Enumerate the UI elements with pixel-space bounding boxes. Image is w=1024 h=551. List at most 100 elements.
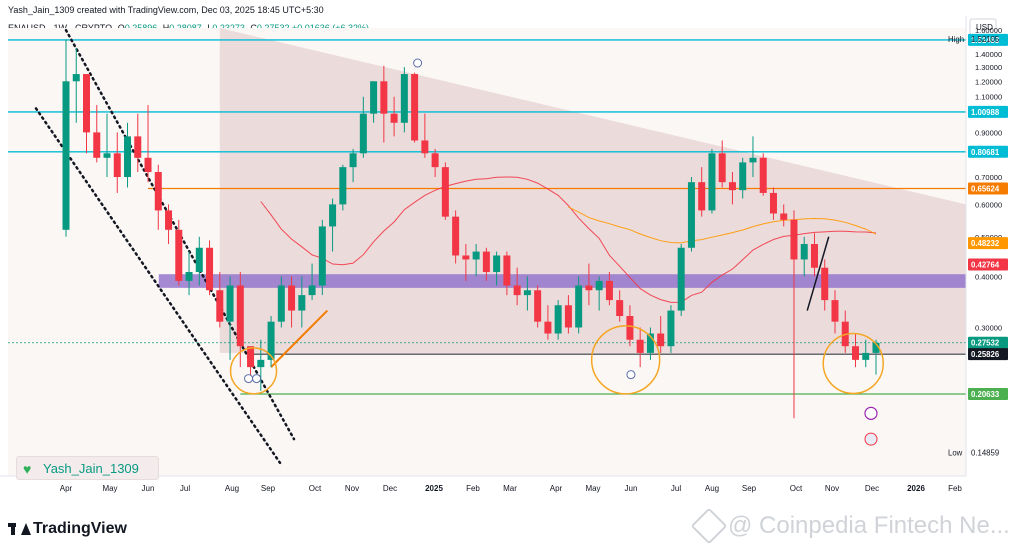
channel-upper-line (64, 28, 296, 441)
y-tick-label: 0.30000 (975, 323, 1002, 332)
level-price-tag (968, 387, 1008, 400)
candle-body (800, 244, 808, 260)
coinpedia-watermark: @ Coinpedia Fintech Ne... (690, 507, 1010, 545)
candle-body (718, 153, 726, 183)
candle-body (452, 216, 460, 256)
level-price-tag (968, 105, 1008, 118)
candle-body (206, 247, 214, 291)
candle-body (124, 136, 132, 178)
candle-body (698, 182, 706, 211)
y-tick-label: 0.90000 (975, 128, 1002, 137)
candle-body (605, 280, 613, 301)
author-tag: ♥ Yash_Jain_1309 (16, 456, 159, 480)
x-tick-label: Aug (705, 484, 719, 493)
footer: TradingView @ Coinpedia Fintech Ne... (0, 506, 1024, 551)
price-tag-value: 0.27532 (971, 339, 1000, 348)
price-tag-value: 0.42764 (971, 261, 1000, 270)
price-tag-box (968, 348, 1008, 361)
x-tick-label: Aug (225, 484, 239, 493)
ma-orange-line (568, 206, 877, 244)
price-tag-value: 1.52105 (971, 35, 1000, 44)
candle-body (780, 213, 788, 220)
candle-body (421, 140, 429, 154)
y-tick-label: 0.70000 (975, 173, 1002, 182)
candle-body (267, 321, 275, 360)
candle-body (441, 167, 449, 217)
candle-body (236, 285, 244, 347)
candle-body (390, 113, 398, 123)
candle-body (359, 113, 367, 154)
x-tick-label: Oct (790, 484, 803, 493)
price-tag-value: 0.14859 (971, 448, 999, 457)
x-tick-label: Mar (503, 484, 517, 493)
price-tag-box (968, 258, 1008, 271)
candle-body (216, 290, 224, 322)
candle-body (513, 285, 521, 296)
x-tick-label: 2026 (907, 484, 925, 493)
candle-body (831, 300, 839, 322)
x-tick-label: Sep (261, 484, 276, 493)
y-tick-label: 1.60000 (975, 26, 1002, 35)
candle-body (226, 285, 234, 322)
x-tick-label: Jul (180, 484, 190, 493)
candle-body (790, 219, 798, 260)
candle-body (185, 272, 193, 281)
candle-body (103, 153, 111, 158)
candle-body (872, 342, 880, 353)
watermark-icon (690, 507, 728, 545)
tradingview-logo-icon (8, 523, 31, 535)
chart-area[interactable]: USD 1.60000 1.40000 1.30000 1.20000 1.10000 0.… (0, 16, 1024, 506)
candle-body (257, 359, 265, 368)
support-highlight-circle (590, 325, 661, 395)
x-tick-label: Jun (625, 484, 638, 493)
candle-body (277, 285, 285, 322)
x-tick-label: Feb (948, 484, 962, 493)
x-tick-label: Dec (865, 484, 879, 493)
y-tick-label: 1.20000 (975, 77, 1002, 86)
candle-body (154, 172, 162, 211)
candle-body (175, 229, 183, 281)
candle-body (318, 226, 326, 286)
candle-body (523, 290, 531, 296)
candle-body (616, 300, 624, 317)
candle-body (575, 285, 583, 328)
y-tick-label: 0.40000 (975, 272, 1002, 281)
support-highlight-circle (822, 332, 884, 395)
candle-body (739, 162, 747, 191)
candle-body (370, 81, 378, 114)
event-icon (864, 406, 878, 420)
price-tag-value: 0.25826 (971, 350, 1000, 359)
candle-body (380, 81, 388, 114)
pullback-trendline (806, 236, 830, 311)
candle-body (646, 333, 654, 353)
tradingview-logo[interactable]: TradingView (8, 520, 127, 538)
candle-body (329, 204, 337, 227)
ma-red-line (260, 176, 877, 303)
level-price-tag (968, 145, 1008, 158)
candle-body (134, 136, 142, 158)
candle-body (288, 285, 296, 311)
candle-body (93, 132, 101, 158)
level-price-label: 1.00988 (971, 108, 1000, 117)
candle-body (400, 74, 408, 123)
candle-body (411, 74, 419, 141)
channel-lower-line (34, 107, 282, 465)
demand-zone-band (158, 274, 967, 288)
candle-body (749, 157, 757, 163)
pivot-marker (244, 374, 254, 384)
candle-body (165, 210, 173, 230)
level-price-tag (968, 33, 1008, 46)
x-tick-label: Jul (671, 484, 681, 493)
candle-body (667, 310, 675, 347)
candle-body (708, 153, 716, 211)
candle-body (308, 285, 316, 296)
x-tick-label: Nov (825, 484, 839, 493)
chart-creator-line: Yash_Jain_1309 created with TradingView.… (8, 5, 324, 15)
candle-body (585, 285, 593, 291)
candle-body (62, 81, 70, 230)
level-price-tag (968, 182, 1008, 195)
candle-body (851, 346, 859, 360)
author-tag-text: Yash_Jain_1309 (43, 460, 139, 476)
candle-body (687, 182, 695, 248)
